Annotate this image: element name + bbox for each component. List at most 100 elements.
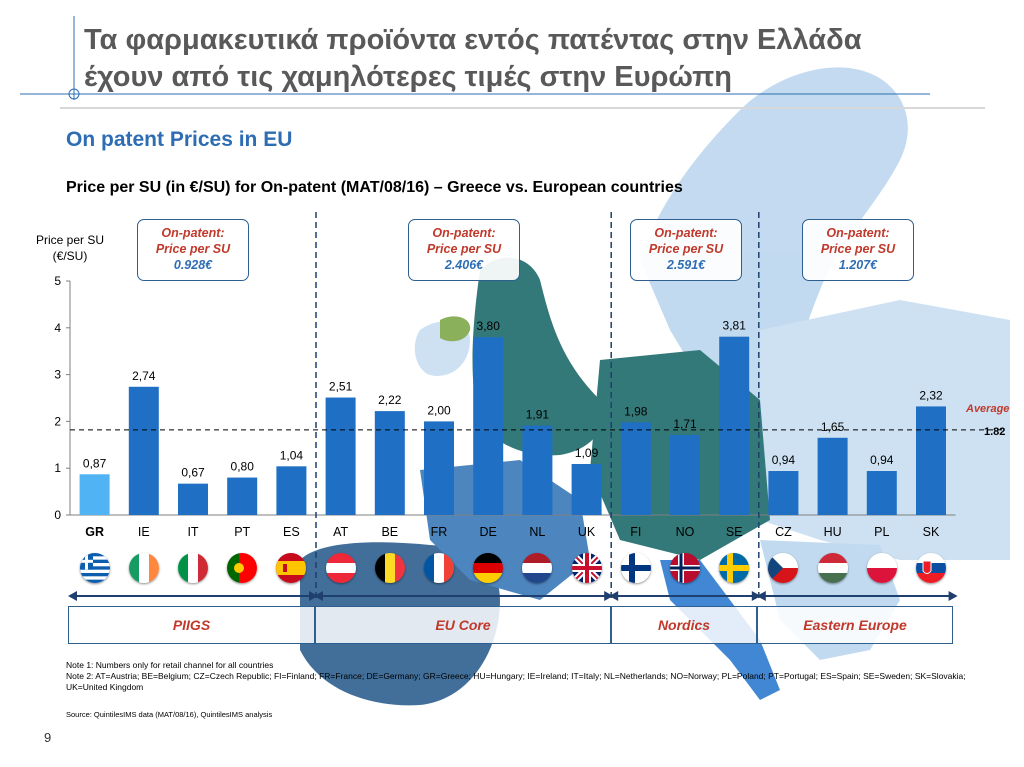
value-label: 3,81 (723, 319, 747, 333)
bar-be (374, 411, 405, 515)
bar-it (178, 483, 208, 515)
bar-pt (227, 477, 258, 515)
bar-sk (916, 406, 946, 515)
bar-gr (79, 474, 110, 515)
value-label: 0,80 (231, 460, 255, 474)
box-value: 0.928€ (173, 258, 213, 272)
y-axis-label: Price per SU (€/SU) (35, 233, 105, 263)
category-label: FI (630, 525, 641, 539)
value-label: 2,00 (427, 403, 451, 417)
category-label: DE (480, 525, 497, 539)
category-label: IT (187, 525, 198, 539)
category-label: GR (85, 525, 104, 539)
box-label-2: Price per SU (426, 242, 502, 256)
region-arrow-right (751, 591, 761, 601)
bar-no (670, 434, 700, 515)
bar-at (325, 397, 356, 515)
spain-flag-icon (276, 553, 307, 583)
value-label: 0,67 (181, 466, 205, 480)
box-label-2: Price per SU (820, 242, 896, 256)
region-label: EU Core (435, 617, 491, 633)
value-label: 1,65 (821, 420, 845, 434)
average-label: Average (966, 403, 1010, 415)
portugal-flag-icon (227, 553, 258, 583)
germany-flag-icon (473, 553, 504, 583)
box-label: On-patent: (161, 226, 225, 240)
value-label: 2,51 (329, 380, 353, 394)
value-label: 2,32 (919, 388, 943, 402)
box-label: On-patent: (432, 226, 496, 240)
box-label-2: Price per SU (155, 242, 231, 256)
section-subtitle: On patent Prices in EU (66, 128, 293, 151)
category-label: ES (283, 525, 300, 539)
piigs-price-box: On-patent: Price per SU 0.928€ (137, 219, 249, 281)
title-line-1: Τα φαρμακευτικά προϊόντα εντός πατέντας … (84, 24, 862, 56)
map-iceland (440, 316, 471, 342)
category-label: NL (529, 525, 545, 539)
y-tick-label: 3 (54, 368, 61, 382)
region-arrow-right (604, 591, 614, 601)
category-label: BE (381, 525, 398, 539)
region-label: Eastern Europe (803, 617, 907, 633)
bar-pl (866, 471, 897, 515)
value-label: 3,80 (477, 319, 501, 333)
nordics-price-box: On-patent: Price per SU 2.591€ (630, 219, 742, 281)
note-2: Note 2: AT=Austria; BE=Belgium; CZ=Czech… (66, 671, 966, 692)
region-arrow-left (756, 591, 766, 601)
category-label: SE (726, 525, 743, 539)
category-label: FR (431, 525, 448, 539)
slovakia-flag-icon (916, 553, 946, 583)
region-label: Nordics (657, 617, 711, 633)
average-value: 1.82 (984, 426, 1006, 438)
eastern-europe-price-box: On-patent: Price per SU 1.207€ (802, 219, 914, 281)
category-label: NO (676, 525, 695, 539)
eu-core-price-box: On-patent: Price per SU 2.406€ (408, 219, 520, 281)
region-arrow-right (309, 591, 318, 601)
value-label: 2,74 (132, 369, 156, 383)
map-uk (472, 257, 603, 456)
bar-hu (817, 437, 848, 515)
uk-flag-icon (571, 553, 602, 583)
finland-flag-icon (620, 553, 651, 583)
netherlands-flag-icon (522, 553, 553, 583)
bar-uk (571, 463, 602, 515)
box-label: On-patent: (826, 226, 890, 240)
category-label: IE (138, 525, 150, 539)
region-arrow-right (948, 591, 958, 601)
value-label: 1,98 (624, 404, 648, 418)
bar-es (276, 466, 307, 515)
box-value: 2.406€ (444, 258, 484, 272)
region-eu-core: EU Core (315, 606, 611, 644)
value-label: 0,87 (83, 456, 107, 470)
y-tick-label: 5 (54, 274, 61, 288)
page-number: 9 (44, 730, 52, 745)
category-label: UK (578, 525, 596, 539)
czech-flag-icon (768, 553, 799, 583)
y-tick-label: 2 (54, 414, 61, 428)
category-label: CZ (775, 525, 792, 539)
norway-flag-icon (670, 553, 700, 583)
title-decoration (20, 16, 985, 109)
bar-se (719, 336, 750, 515)
category-label: PT (234, 525, 250, 539)
title-line-2: έχουν από τις χαμηλότερες τιμές στην Ευρ… (84, 61, 733, 93)
austria-flag-icon (325, 553, 356, 583)
region-arrow-left (68, 591, 77, 601)
sweden-flag-icon (719, 553, 750, 583)
chart-title: Price per SU (in €/SU) for On-patent (MA… (66, 179, 683, 196)
value-label: 0,94 (870, 453, 894, 467)
belgium-flag-icon (374, 553, 405, 583)
y-tick-label: 4 (54, 321, 61, 335)
region-nordics: Nordics (611, 606, 757, 644)
category-label: SK (923, 525, 940, 539)
box-label-2: Price per SU (648, 242, 724, 256)
hungary-flag-icon (817, 553, 848, 583)
poland-flag-icon (866, 553, 897, 583)
region-arrow-left (314, 591, 323, 601)
category-label: AT (333, 525, 348, 539)
greece-flag-icon (79, 553, 110, 583)
page-title: Τα φαρμακευτικά προϊόντα εντός πατέντας … (84, 22, 984, 96)
region-arrow-left (609, 591, 619, 601)
ireland-flag-icon (128, 553, 159, 583)
bar-nl (522, 425, 553, 515)
